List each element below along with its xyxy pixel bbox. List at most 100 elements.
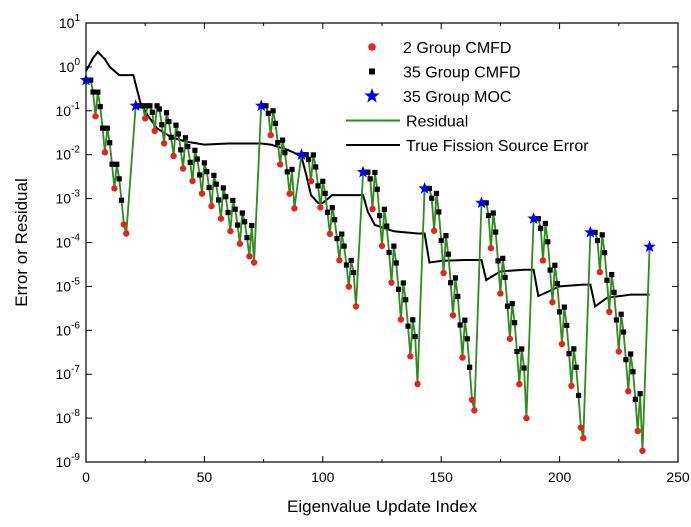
- thirty-five-group-cmfd-point: [350, 269, 357, 276]
- thirty-five-group-cmfd-point: [223, 194, 229, 200]
- thirty-five-group-cmfd-point: [270, 108, 276, 114]
- thirty-five-group-cmfd-point: [393, 260, 399, 266]
- thirty-five-group-cmfd-point: [601, 250, 608, 256]
- thirty-five-group-cmfd-point: [554, 281, 560, 287]
- thirty-five-group-cmfd-point: [438, 237, 444, 244]
- two-group-cmfd-point: [92, 113, 99, 120]
- thirty-five-group-cmfd-point: [88, 77, 94, 83]
- two-group-cmfd-point: [236, 240, 244, 247]
- thirty-five-group-cmfd-point: [204, 169, 210, 175]
- y-tick-label: 10-5: [56, 276, 81, 294]
- thirty-five-group-cmfd-point: [599, 232, 605, 238]
- y-tick-label: 10-1: [56, 101, 81, 119]
- legend-star-icon: [364, 88, 380, 103]
- thirty-five-group-cmfd-point: [386, 249, 392, 256]
- legend-circle-icon: [368, 43, 376, 51]
- legend-label: 2 Group CMFD: [403, 40, 511, 57]
- thirty-five-group-cmfd-point: [405, 323, 411, 329]
- y-tick-label: 10-4: [56, 233, 81, 251]
- two-group-cmfd-point: [407, 353, 414, 360]
- thirty-five-group-cmfd-point: [457, 322, 463, 328]
- thirty-five-group-cmfd-point: [282, 150, 288, 156]
- two-group-cmfd-point: [388, 279, 395, 286]
- two-group-cmfd-point: [369, 205, 376, 213]
- two-group-cmfd-point: [497, 290, 504, 297]
- two-group-cmfd-point: [227, 227, 234, 235]
- thirty-five-group-cmfd-point: [594, 237, 601, 244]
- thirty-five-group-cmfd-point: [178, 147, 184, 153]
- x-axis-title: Eigenvalue Update Index: [287, 497, 477, 516]
- two-group-cmfd-point: [577, 424, 585, 431]
- legend-item: Residual: [346, 114, 468, 131]
- thirty-five-group-cmfd-point: [168, 134, 174, 140]
- legend-item: 35 Group MOC: [364, 88, 511, 106]
- thirty-five-group-cmfd-point: [149, 109, 155, 115]
- two-group-cmfd-point: [596, 268, 604, 276]
- thirty-five-group-cmfd-point: [502, 274, 508, 280]
- thirty-five-group-cmfd-point: [339, 231, 345, 237]
- thirty-five-group-cmfd-point: [514, 348, 520, 355]
- thirty-five-group-cmfd-point: [575, 392, 582, 399]
- thirty-five-group-cmfd-point: [242, 219, 248, 225]
- two-group-cmfd-point: [267, 131, 274, 139]
- thirty-five-group-cmfd-point: [95, 89, 101, 95]
- thirty-five-group-cmfd-point: [462, 317, 468, 323]
- thirty-five-group-cmfd-point: [538, 225, 544, 231]
- x-tick-label: 100: [311, 469, 335, 485]
- two-group-cmfd-point: [625, 388, 632, 395]
- thirty-five-group-cmfd-point: [412, 334, 418, 340]
- two-group-cmfd-point: [142, 115, 149, 122]
- thirty-five-group-cmfd-point: [313, 164, 319, 170]
- thirty-five-group-cmfd-point: [118, 197, 125, 203]
- two-group-cmfd-point: [487, 244, 495, 252]
- thirty-five-group-cmfd-point: [535, 216, 541, 222]
- two-group-cmfd-point: [523, 414, 530, 422]
- thirty-five-group-cmfd-point: [445, 251, 451, 257]
- two-group-cmfd-point: [326, 230, 334, 238]
- legend-label: Residual: [406, 114, 468, 131]
- two-group-cmfd-point: [580, 434, 587, 442]
- thirty-five-group-cmfd-point: [564, 322, 570, 329]
- thirty-five-group-cmfd-point: [519, 346, 525, 352]
- thirty-five-group-cmfd-point: [495, 258, 501, 264]
- y-tick-label: 101: [59, 13, 81, 31]
- thirty-five-group-cmfd-point: [263, 103, 269, 109]
- thirty-five-group-cmfd-point: [618, 311, 624, 317]
- thirty-five-group-cmfd-point: [116, 176, 122, 182]
- thirty-five-group-cmfd-point: [348, 257, 354, 264]
- two-group-cmfd-point: [430, 227, 438, 234]
- two-group-cmfd-point: [558, 340, 566, 348]
- thirty-five-group-cmfd-point: [166, 118, 172, 125]
- two-group-cmfd-point: [549, 299, 556, 306]
- thirty-five-group-cmfd-point: [324, 209, 331, 215]
- two-group-cmfd-point: [208, 202, 215, 210]
- thirty-five-group-cmfd-point: [220, 185, 226, 191]
- thirty-five-group-cmfd-point: [104, 125, 110, 131]
- thirty-five-group-cmfd-point: [395, 286, 402, 292]
- thirty-five-group-cmfd-point: [433, 190, 440, 196]
- thirty-five-group-cmfd-point: [185, 143, 191, 150]
- true-fission-source-error-line: [85, 50, 650, 309]
- thirty-five-group-cmfd-point: [232, 206, 238, 212]
- thirty-five-group-cmfd-point: [97, 104, 103, 110]
- legend-label: 35 Group CMFD: [403, 65, 520, 82]
- two-group-cmfd-point: [639, 447, 646, 454]
- thirty-five-group-cmfd-point: [154, 103, 160, 109]
- two-group-cmfd-point: [246, 253, 253, 260]
- marker-layer: [79, 73, 656, 454]
- thirty-five-group-cmfd-point: [99, 125, 106, 131]
- thirty-five-group-cmfd-point: [436, 209, 442, 215]
- moc-star-point: [295, 148, 308, 160]
- thirty-five-group-cmfd-point: [571, 346, 577, 352]
- thirty-five-group-cmfd-point: [343, 262, 350, 268]
- thirty-five-group-cmfd-point: [159, 122, 165, 128]
- thirty-five-group-cmfd-point: [500, 255, 506, 261]
- moc-star-point: [255, 99, 268, 112]
- thirty-five-group-cmfd-point: [604, 277, 610, 283]
- thirty-five-group-cmfd-point: [272, 120, 279, 127]
- y-tick-label: 10-7: [56, 364, 81, 382]
- thirty-five-group-cmfd-point: [443, 233, 449, 239]
- thirty-five-group-cmfd-point: [630, 369, 636, 375]
- legend-item: 2 Group CMFD: [368, 40, 511, 57]
- thirty-five-group-cmfd-point: [279, 137, 286, 143]
